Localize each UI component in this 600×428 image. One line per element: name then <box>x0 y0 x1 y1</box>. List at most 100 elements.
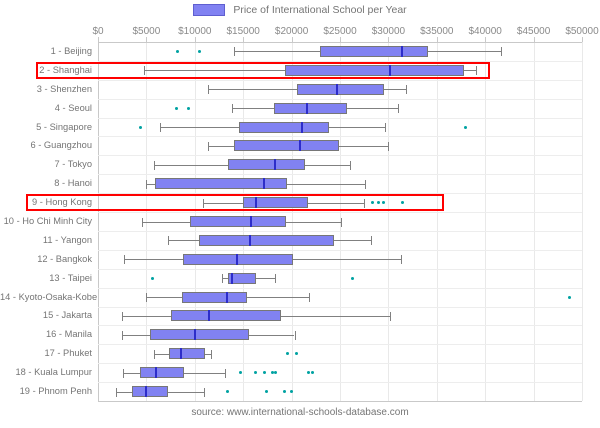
row-separator <box>98 401 582 402</box>
row-separator <box>98 117 582 119</box>
whisker-cap-low <box>221 274 223 284</box>
whisker-cap-high <box>364 198 366 208</box>
whisker-cap-high <box>400 255 402 265</box>
category-label: 14 - Kyoto-Osaka-Kobe <box>0 291 98 302</box>
x-axis-tick-mark <box>146 37 148 42</box>
category-label: 8 - Hanoi <box>54 178 92 189</box>
whisker-cap-low <box>123 368 125 378</box>
category-label: 11 - Yangon <box>42 234 92 245</box>
x-gridline <box>388 42 390 401</box>
x-axis-tick-mark <box>194 37 196 42</box>
row-separator <box>98 212 582 214</box>
outlier-dot <box>351 276 355 280</box>
x-axis-tick-label: $45000 <box>516 26 551 37</box>
box-iqr <box>139 367 184 379</box>
whisker-cap-low <box>146 179 148 189</box>
x-gridline <box>436 42 438 401</box>
whisker-cap-high <box>365 179 367 189</box>
box-iqr <box>182 291 248 303</box>
x-gridline <box>533 42 535 401</box>
legend-label: Price of International School per Year <box>233 4 407 16</box>
x-axis-tick-mark <box>533 37 535 42</box>
outlier-dot <box>371 201 375 205</box>
row-separator <box>98 193 582 195</box>
median-line <box>400 45 403 57</box>
outlier-dot <box>377 201 381 205</box>
median-line <box>336 83 339 95</box>
box-iqr <box>150 329 249 341</box>
x-axis-tick-label: $35000 <box>420 26 454 37</box>
whisker-cap-low <box>141 217 143 227</box>
box-iqr <box>168 348 206 360</box>
whisker-cap-low <box>208 85 210 95</box>
whisker-cap-high <box>405 85 407 95</box>
whisker-cap-high <box>224 368 226 378</box>
median-line <box>306 102 309 114</box>
row-separator <box>98 287 582 289</box>
category-label: 4 - Seoul <box>54 102 92 113</box>
median-line <box>230 272 233 284</box>
row-separator <box>98 42 582 43</box>
x-axis-tick-label: $30000 <box>371 26 406 37</box>
category-label: 16 - Manila <box>46 329 92 340</box>
median-line <box>301 121 304 133</box>
whisker-cap-high <box>370 236 372 246</box>
whisker-cap-low <box>116 387 118 397</box>
median-line <box>254 197 257 209</box>
box-iqr <box>227 159 306 171</box>
outlier-dot <box>150 276 154 280</box>
outlier-dot <box>273 371 277 375</box>
category-label: 19 - Phnom Penh <box>19 386 92 397</box>
whisker-cap-low <box>208 141 210 151</box>
x-axis-tick-mark <box>388 37 390 42</box>
outlier-dot <box>226 390 230 394</box>
x-axis-tick-label: $50000 <box>565 26 599 37</box>
box-iqr <box>297 83 384 95</box>
x-axis-tick-mark <box>291 37 293 42</box>
category-label: 9 - Hong Kong <box>32 197 92 208</box>
whisker-cap-high <box>388 141 390 151</box>
whisker-cap-low <box>122 311 124 321</box>
whisker-cap-high <box>398 104 400 114</box>
outlier-dot <box>311 371 315 375</box>
row-separator <box>98 230 582 232</box>
outlier-dot <box>238 371 242 375</box>
outlier-dot <box>264 390 268 394</box>
x-axis-tick-mark <box>582 37 583 42</box>
whisker-cap-high <box>476 66 478 76</box>
outlier-dot <box>401 201 405 205</box>
outlier-dot <box>174 106 178 110</box>
outlier-dot <box>262 371 266 375</box>
box-iqr <box>131 386 168 398</box>
row-separator <box>98 268 582 270</box>
x-axis-tick-label: $0 <box>92 26 104 37</box>
chart-legend: Price of International School per Year <box>0 4 600 16</box>
median-line <box>236 253 239 265</box>
whisker-cap-low <box>159 123 161 133</box>
x-axis-tick-mark <box>340 37 341 42</box>
x-axis-tick-mark <box>485 37 487 42</box>
outlier-dot <box>567 295 571 299</box>
x-axis-tick-label: $5000 <box>132 26 161 37</box>
category-label: 2 - Shanghai <box>39 64 92 75</box>
row-separator <box>98 325 582 327</box>
category-label: 12 - Bangkok <box>37 253 92 264</box>
row-separator <box>98 98 582 100</box>
box-iqr <box>319 45 429 57</box>
whisker-cap-high <box>294 330 296 340</box>
median-line <box>145 386 148 398</box>
outlier-dot <box>382 201 386 205</box>
box-iqr <box>284 64 464 76</box>
box-iqr <box>198 234 335 246</box>
whisker-cap-low <box>123 255 125 265</box>
row-separator <box>98 363 582 365</box>
box-iqr <box>233 140 340 152</box>
x-gridline <box>98 42 99 401</box>
x-axis-tick-mark <box>243 37 245 42</box>
outlier-dot <box>187 106 191 110</box>
median-line <box>193 329 196 341</box>
x-axis-tick-label: $10000 <box>178 26 212 37</box>
row-separator <box>98 249 582 251</box>
outlier-dot <box>139 125 143 129</box>
category-label: 3 - Shenzhen <box>36 83 92 94</box>
